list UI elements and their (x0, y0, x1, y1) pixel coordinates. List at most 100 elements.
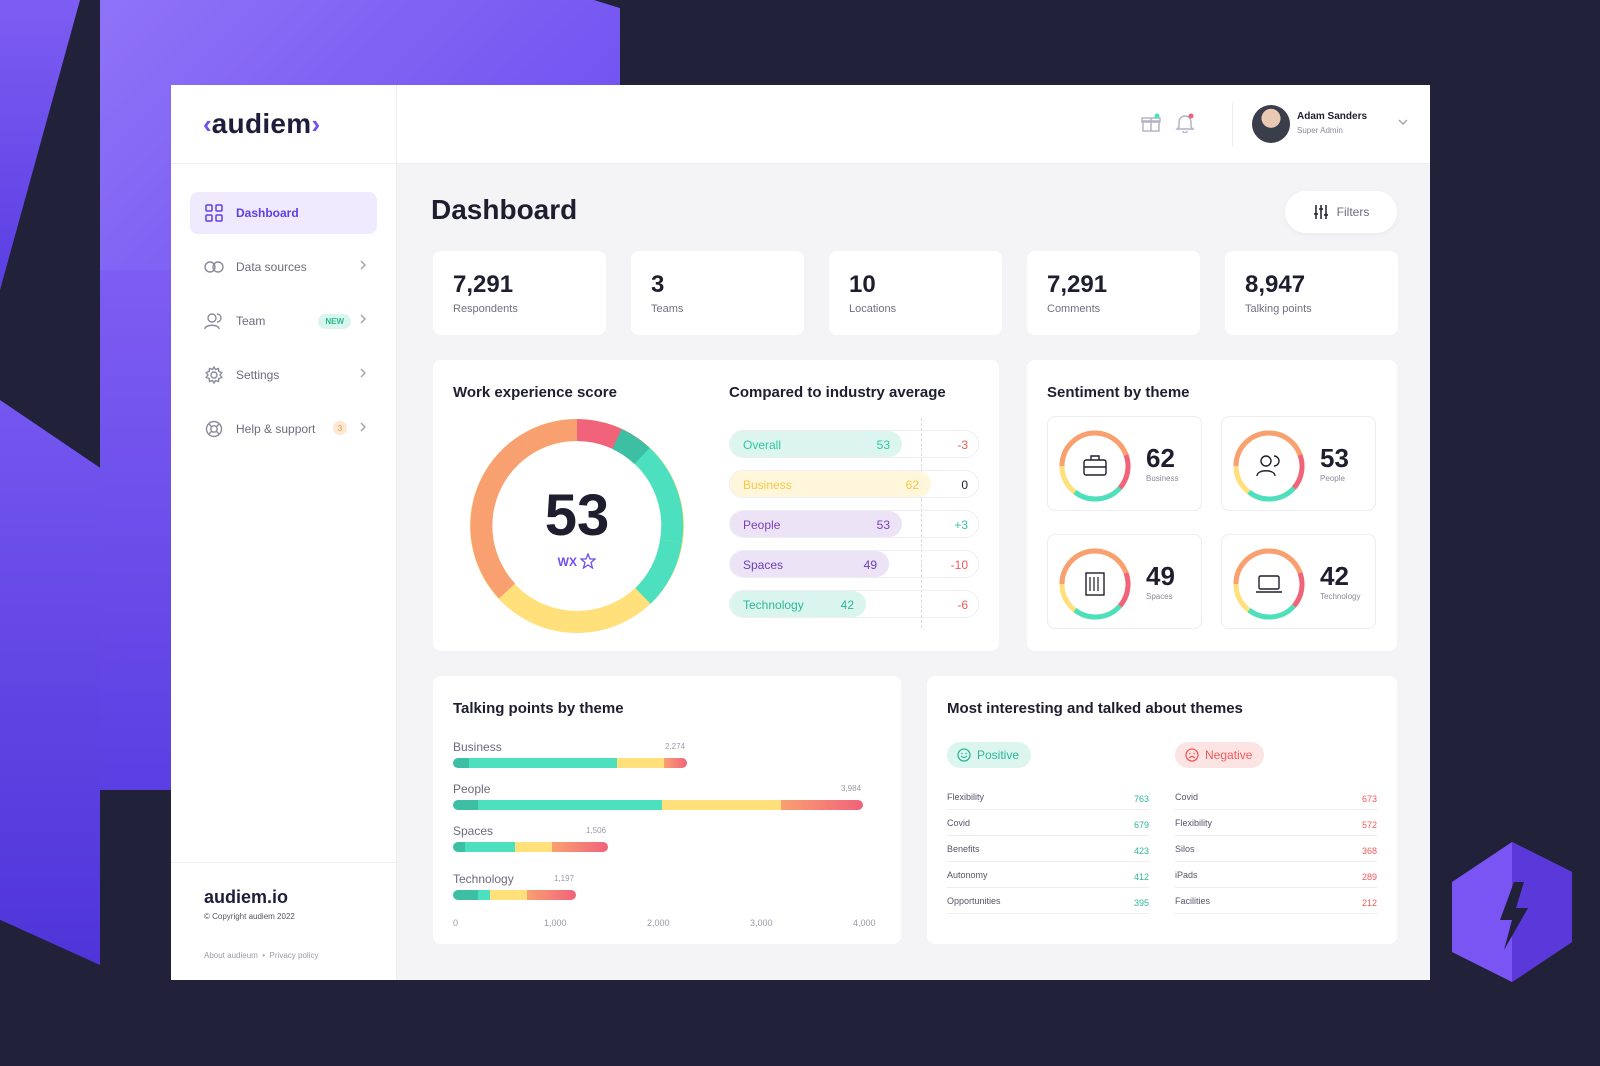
positive-label: Positive (977, 748, 1020, 762)
sentiment-spaces[interactable]: 49 Spaces (1047, 534, 1202, 629)
negative-filter[interactable]: Negative (1175, 742, 1265, 768)
negative-theme-row[interactable]: Covid 673 (1175, 784, 1377, 810)
comparison-diff: -3 (957, 438, 968, 452)
theme-name: Facilities (1175, 896, 1211, 906)
comparison-label: People (743, 518, 781, 532)
sentiment-card: Sentiment by theme 62 Business 53 People 49 S… (1027, 360, 1397, 651)
comparison-diff: 0 (961, 478, 968, 492)
negative-label: Negative (1205, 748, 1253, 762)
wx-title: Work experience score (453, 384, 617, 401)
sidebar-nav: Dashboard Data sources Team NEW (171, 164, 396, 450)
sentiment-people[interactable]: 53 People (1221, 416, 1376, 511)
stat-card-respondents: 7,291 Respondents (433, 251, 606, 335)
comparison-bar (730, 431, 902, 457)
comparison-value: 49 (863, 558, 877, 572)
sentiment-value: 53 (1320, 443, 1349, 473)
sidebar-item-settings[interactable]: Settings (190, 354, 377, 396)
theme-count: 368 (1361, 846, 1377, 856)
comparison-title: Compared to industry average (729, 384, 946, 401)
sidebar-item-dashboard[interactable]: Dashboard (190, 192, 377, 234)
bar-segment (477, 890, 490, 900)
logo-mark-icon: ‹ (203, 108, 212, 139)
sentiment-business[interactable]: 62 Business (1047, 416, 1202, 511)
brand-logo[interactable]: ‹ audiem › (171, 85, 396, 164)
bell-icon[interactable] (1175, 113, 1195, 133)
about-link[interactable]: About audieum (204, 951, 258, 960)
positive-theme-row[interactable]: Opportunities 395 (947, 888, 1149, 914)
comparison-label: Technology (743, 598, 804, 612)
comparison-row: Overall 53 -3 (729, 430, 979, 458)
positive-theme-row[interactable]: Autonomy 412 (947, 862, 1149, 888)
chevron-right-icon (360, 422, 366, 432)
filters-button[interactable]: Filters (1285, 191, 1397, 233)
chevron-down-icon[interactable] (1397, 118, 1409, 126)
theme-count: 763 (1133, 794, 1149, 804)
user-name[interactable]: Adam Sanders (1297, 111, 1368, 122)
wx-unit-label: WX (557, 555, 577, 569)
stat-label: Comments (1047, 303, 1101, 315)
sidebar-item-label: Dashboard (236, 206, 299, 220)
comparison-bar (730, 591, 866, 617)
positive-theme-row[interactable]: Flexibility 763 (947, 784, 1149, 810)
talking-point-label: Spaces (453, 824, 494, 838)
talking-point-bar[interactable] (453, 758, 687, 768)
negative-theme-row[interactable]: Facilities 212 (1175, 888, 1377, 914)
stat-value: 3 (651, 271, 665, 298)
talking-point-bar[interactable] (453, 890, 576, 900)
sentiment-value: 62 (1146, 443, 1175, 473)
sentiment-ring (1059, 548, 1131, 620)
wx-donut (470, 418, 684, 633)
positive-theme-row[interactable]: Covid 679 (947, 810, 1149, 836)
positive-theme-row[interactable]: Benefits 423 (947, 836, 1149, 862)
axis-tick-label: 0 (453, 918, 459, 928)
comparison-row: People 53 +3 (729, 510, 979, 538)
privacy-link[interactable]: Privacy policy (269, 951, 319, 960)
talking-point-bar[interactable] (453, 842, 608, 852)
negative-theme-row[interactable]: Flexibility 572 (1175, 810, 1377, 836)
theme-name: Opportunities (947, 896, 1001, 906)
talking-points-title: Talking points by theme (453, 700, 624, 717)
theme-name: Covid (1175, 792, 1199, 802)
comparison-bar (730, 471, 931, 497)
sidebar-item-label: Team (236, 314, 266, 328)
talking-point-count: 1,506 (586, 826, 607, 835)
user-role: Super Admin (1297, 126, 1343, 135)
count-badge: 3 (333, 421, 347, 435)
audiem-logo-icon (1452, 842, 1572, 982)
stat-label: Respondents (453, 303, 518, 315)
stat-card-comments: 7,291 Comments (1027, 251, 1200, 335)
sentiment-ring (1233, 548, 1305, 620)
comparison-bar (730, 551, 889, 577)
axis-tick-label: 3,000 (750, 918, 773, 928)
comparison-bar (730, 511, 902, 537)
bar-segment (453, 842, 466, 852)
talking-point-bar[interactable] (453, 800, 863, 810)
gift-icon[interactable] (1141, 113, 1161, 133)
avatar[interactable] (1252, 105, 1290, 143)
sidebar-item-help[interactable]: Help & support 3 (190, 408, 377, 450)
comparison-diff: -6 (957, 598, 968, 612)
positive-filter[interactable]: Positive (947, 742, 1032, 768)
comparison-value: 42 (840, 598, 854, 612)
bar-segment (663, 758, 687, 768)
topbar: Adam Sanders Super Admin (397, 85, 1430, 164)
sentiment-label: Business (1146, 474, 1179, 483)
comparison-label: Business (743, 478, 792, 492)
chevron-right-icon (360, 314, 366, 324)
sidebar-item-team[interactable]: Team NEW (190, 300, 377, 342)
sidebar-item-data-sources[interactable]: Data sources (190, 246, 377, 288)
background-shape (100, 270, 172, 790)
negative-theme-row[interactable]: iPads 289 (1175, 862, 1377, 888)
copyright-text: © Copyright audiem 2022 (204, 912, 295, 921)
stat-value: 10 (849, 271, 876, 298)
brand-name: audiem (211, 108, 312, 139)
theme-name: Flexibility (947, 792, 985, 802)
sidebar-footer: audiem.io © Copyright audiem 2022 About … (171, 862, 397, 980)
theme-count: 572 (1361, 820, 1377, 830)
chevron-right-icon (360, 368, 366, 378)
industry-average-line (921, 418, 922, 628)
negative-theme-row[interactable]: Silos 368 (1175, 836, 1377, 862)
theme-name: Autonomy (947, 870, 988, 880)
sentiment-technology[interactable]: 42 Technology (1221, 534, 1376, 629)
grid-icon (204, 203, 224, 223)
